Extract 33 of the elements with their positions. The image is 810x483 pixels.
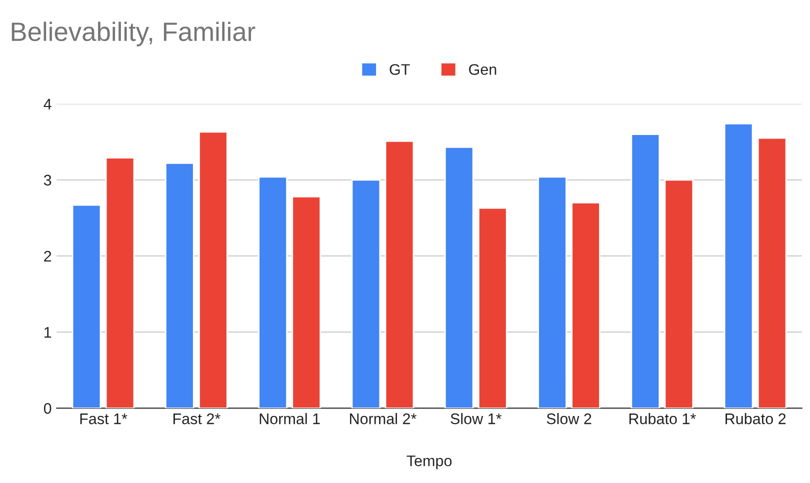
x-tick-label: Normal 2* <box>350 412 416 424</box>
bar <box>164 162 194 408</box>
x-tick-label: Slow 2 <box>546 412 592 424</box>
bar <box>444 146 474 408</box>
legend-label: Gen <box>469 64 496 75</box>
bar <box>258 176 288 408</box>
bar <box>105 157 135 408</box>
bar <box>757 137 787 408</box>
y-tick-label: 4 <box>44 98 52 110</box>
bar <box>198 131 228 408</box>
x-tick-label: Fast 2* <box>173 413 220 424</box>
chart-title: Believability, Familiar <box>12 22 256 46</box>
x-tick-label: Fast 1* <box>80 414 128 424</box>
y-tick-label: 3 <box>44 174 52 186</box>
x-tick-label: Normal 1 <box>260 412 320 424</box>
x-tick-label: Slow 1* <box>450 412 502 424</box>
bar <box>630 134 660 408</box>
y-tick-label: 1 <box>44 327 52 338</box>
y-tick-label: 2 <box>44 250 52 262</box>
bar <box>72 204 102 408</box>
bar <box>351 179 381 408</box>
bar <box>292 196 322 408</box>
bar <box>478 207 508 408</box>
bar <box>538 176 567 408</box>
x-axis-title: Tempo <box>406 456 452 470</box>
y-tick-label: 0 <box>44 403 52 414</box>
bar <box>664 179 694 408</box>
x-tick-label: Rubato 1* <box>629 412 696 424</box>
legend-label: GT <box>390 64 410 75</box>
bar <box>384 140 414 408</box>
bar <box>724 122 754 408</box>
bar <box>571 202 600 408</box>
x-tick-label: Rubato 2 <box>726 412 786 424</box>
